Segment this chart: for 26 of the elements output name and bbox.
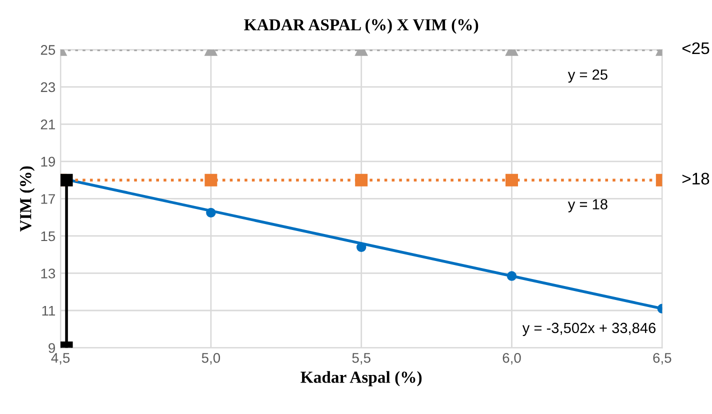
y-tick-label: 15 [41,231,56,242]
x-tick-label: 4,5 [51,353,70,364]
point [506,174,518,186]
series-label: <25 [682,42,710,54]
annotation: y = 25 [568,69,608,83]
point [60,174,73,186]
y-tick-label: 19 [41,156,55,167]
point [355,174,368,186]
x-tick-label: 5,0 [202,352,220,364]
y-tick-label: 11 [42,306,55,316]
y-tick-label: 25 [40,45,56,55]
x-tick-label: 6,0 [502,352,521,364]
series-label: >18 [682,172,710,185]
annotation: y = 18 [568,199,608,212]
annotation: y = -3,502x + 33,846 [522,322,656,336]
y-tick-label: 21 [40,120,55,130]
x-tick-label: 6,5 [653,352,672,364]
y-tick-label: 13 [41,268,56,278]
x-tick-label: 5,5 [352,353,370,364]
y-axis-title: VIM (%) [20,166,35,232]
y-tick-label: 17 [41,194,55,204]
point [204,174,218,186]
chart-title: KADAR ASPAL (%) X VIM (%) [244,18,478,34]
y-tick-label: 23 [40,82,56,92]
y-tick-label: 9 [48,343,55,353]
x-axis-title: Kadar Aspal (%) [300,371,422,386]
